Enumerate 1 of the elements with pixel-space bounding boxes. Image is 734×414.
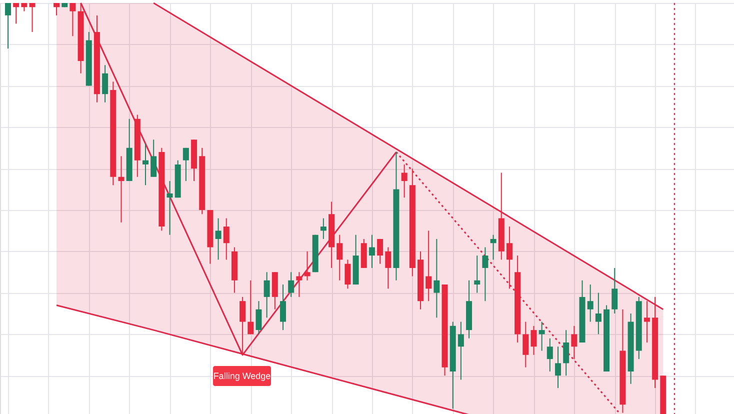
annotation: Falling Wedge xyxy=(213,371,271,381)
